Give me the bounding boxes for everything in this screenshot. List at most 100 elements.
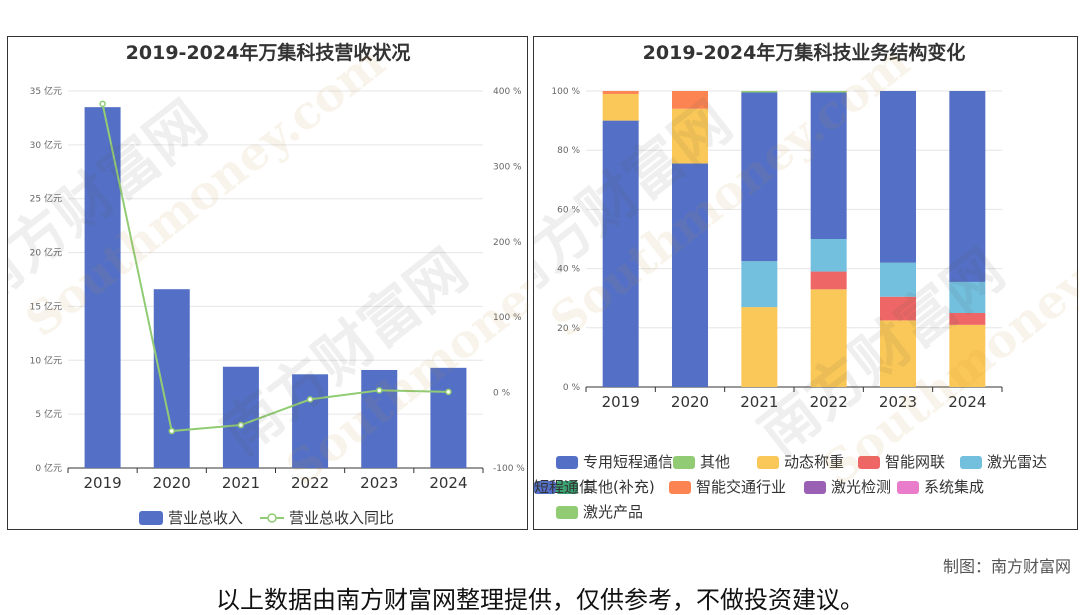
segment-2020-6 (672, 91, 708, 109)
legend-label-0: 专用短程通信 (583, 453, 673, 471)
left-axis-tick-label: 35 亿元 (30, 85, 62, 97)
chart-credit: 制图：南方财富网 (942, 557, 1071, 576)
business-structure-chart: 2019-2024年万集科技业务结构变化 0 % 20 % 40 % 60 % 80 % 1… (534, 37, 1079, 521)
legend-swatch-4 (960, 456, 982, 469)
legend-label-10: 激光产品 (583, 503, 643, 521)
chart-title: 2019-2024年万集科技业务结构变化 (643, 41, 966, 64)
segment-2022-9 (810, 92, 847, 239)
legend-label-4: 激光雷达 (987, 453, 1047, 471)
legend-label-9: 短程通信 (534, 478, 594, 496)
segment-2024-3 (949, 313, 986, 325)
x-axis-tick-label: 2022 (291, 474, 329, 492)
x-axis-tick-label: 2020 (153, 474, 191, 492)
left-axis-tick-label: 30 亿元 (30, 139, 62, 151)
yoy-point-2024 (445, 388, 452, 396)
legend-swatch-10 (556, 506, 578, 519)
yoy-point-2019 (99, 100, 106, 108)
x-axis-tick-label: 2020 (671, 393, 709, 411)
segment-2023-3 (880, 296, 916, 321)
legend-label-5: 其他(补充) (583, 478, 655, 496)
y-axis-tick-label: 0 % (563, 383, 581, 393)
chart-title: 2019-2024年万集科技营收状况 (126, 41, 411, 64)
legend-label-7: 激光检测 (831, 478, 891, 496)
legend-swatch-8 (897, 481, 919, 494)
y-axis-tick-label: 20 % (557, 324, 580, 334)
segment-2024-2 (949, 324, 986, 387)
business-structure-chart-panel: 2019-2024年万集科技业务结构变化 0 % 20 % 40 % 60 % 80 % 1… (533, 36, 1079, 530)
y-axis-tick-label: 40 % (557, 265, 580, 275)
segment-2023-9 (880, 91, 916, 263)
segment-2022-2 (810, 289, 847, 387)
segment-2023-4 (880, 262, 916, 297)
legend-label-1: 其他 (700, 453, 730, 471)
legend-swatch-0 (556, 456, 578, 469)
segment-2024-9 (949, 91, 986, 282)
segment-2022-4 (810, 239, 847, 272)
segment-2019-6 (602, 91, 639, 94)
revenue-bar-2021 (222, 366, 259, 468)
x-axis-tick-label: 2021 (740, 393, 778, 411)
chart-legend: 营业总收入 营业总收入同比 (139, 509, 394, 527)
legend-swatch-1 (673, 456, 695, 469)
segment-2021-2 (741, 307, 778, 387)
left-axis-tick-label: 15 亿元 (30, 300, 62, 312)
revenue-chart: 2019-2024年万集科技营收状况 0 亿元 5 亿元 10 亿元 15 亿元 20 亿… (8, 37, 529, 527)
x-axis-tick-label: 2024 (948, 393, 986, 411)
legend-swatch-9 (534, 481, 556, 494)
disclaimer-text: 以上数据由南方财富网整理提供，仅供参考，不做投资建议。 (216, 586, 864, 614)
left-axis-tick-label: 0 亿元 (35, 462, 62, 474)
x-axis-tick-label: 2019 (602, 393, 640, 411)
legend-label-3: 智能网联 (885, 453, 945, 471)
legend-label-2: 动态称重 (784, 453, 844, 471)
right-axis-tick-label: 100 % (493, 313, 522, 323)
legend-swatch-7 (804, 481, 826, 494)
right-axis-tick-label: 400 % (493, 87, 522, 97)
left-axis-tick-label: 10 亿元 (30, 354, 62, 366)
legend-swatch-revenue (139, 511, 163, 525)
y-axis-tick-label: 60 % (557, 205, 580, 215)
segment-2019-2 (602, 93, 639, 121)
y-axis-tick-label: 80 % (557, 146, 580, 156)
legend-swatch-6 (669, 481, 691, 494)
left-axis-tick-label: 25 亿元 (30, 193, 62, 205)
legend-swatch-5 (556, 481, 578, 494)
legend-swatch-3 (858, 456, 880, 469)
left-axis-tick-label: 5 亿元 (35, 408, 62, 420)
right-axis-tick-label: -100 % (493, 464, 525, 474)
segment-2021-4 (741, 261, 778, 308)
x-axis-tick-label: 2022 (810, 393, 848, 411)
right-axis-tick-label: 300 % (493, 162, 522, 172)
x-axis-tick-label: 2024 (429, 474, 467, 492)
legend-label-8: 系统集成 (924, 478, 984, 496)
segment-2021-10 (741, 91, 778, 93)
x-axis-tick-label: 2019 (83, 474, 121, 492)
revenue-bar-2020 (153, 289, 190, 468)
revenue-bar-2019 (84, 107, 121, 469)
x-axis-tick-label: 2023 (879, 393, 917, 411)
segment-2024-4 (949, 281, 986, 313)
left-axis-tick-label: 20 亿元 (30, 247, 62, 259)
yoy-point-2023 (376, 387, 383, 394)
yoy-point-2020 (168, 427, 175, 435)
legend-swatch-yoy-marker (267, 513, 277, 523)
right-axis-tick-label: 0 % (493, 389, 511, 399)
legend-label-revenue: 营业总收入 (168, 509, 243, 527)
revenue-chart-panel: 2019-2024年万集科技营收状况 0 亿元 5 亿元 10 亿元 15 亿元 20 亿… (7, 36, 529, 530)
y-axis-tick-label: 100 % (551, 87, 580, 97)
segment-2023-2 (880, 320, 916, 387)
legend-label-6: 智能交通行业 (696, 478, 786, 496)
revenue-bar-2023 (361, 369, 398, 468)
segment-2019-0 (602, 120, 639, 387)
yoy-point-2021 (237, 421, 245, 429)
segment-2020-2 (672, 108, 708, 164)
x-axis-tick-label: 2021 (222, 474, 260, 492)
segment-2022-10 (810, 91, 847, 93)
yoy-line (101, 103, 449, 433)
segment-2021-9 (741, 92, 778, 262)
legend-label-yoy: 营业总收入同比 (289, 509, 394, 527)
revenue-bar-2022 (292, 374, 329, 468)
yoy-point-2022 (306, 396, 314, 403)
revenue-bar-2024 (430, 367, 467, 468)
right-axis-tick-label: 200 % (493, 238, 522, 248)
